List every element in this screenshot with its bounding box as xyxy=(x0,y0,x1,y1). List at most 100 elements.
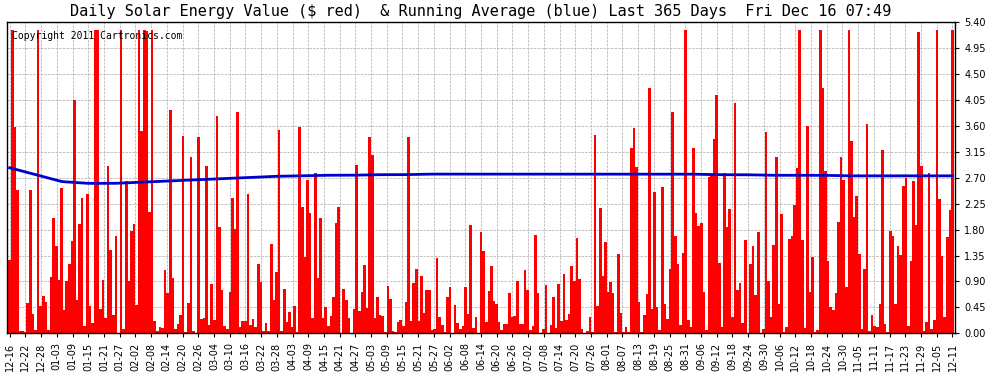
Bar xyxy=(948,210,951,333)
Bar xyxy=(508,293,511,333)
Bar xyxy=(65,280,68,333)
Bar xyxy=(464,287,467,333)
Bar xyxy=(60,188,62,333)
Bar xyxy=(832,310,835,333)
Bar xyxy=(138,30,141,333)
Bar xyxy=(721,327,724,333)
Bar xyxy=(588,317,591,333)
Bar xyxy=(886,332,889,333)
Bar xyxy=(575,238,578,333)
Bar xyxy=(285,322,288,333)
Bar xyxy=(850,141,852,333)
Bar xyxy=(474,317,477,333)
Bar xyxy=(876,327,879,333)
Bar xyxy=(136,305,138,333)
Bar xyxy=(899,255,902,333)
Bar xyxy=(469,225,472,333)
Bar xyxy=(570,266,573,333)
Bar xyxy=(573,281,575,333)
Bar xyxy=(298,128,301,333)
Bar xyxy=(177,324,179,333)
Bar xyxy=(596,306,599,333)
Bar xyxy=(764,132,767,333)
Bar xyxy=(892,236,894,333)
Bar xyxy=(431,330,434,333)
Bar xyxy=(674,236,676,333)
Bar xyxy=(314,173,317,333)
Bar xyxy=(716,95,718,333)
Bar xyxy=(532,326,535,333)
Bar xyxy=(666,319,669,333)
Bar xyxy=(928,173,931,333)
Bar xyxy=(663,304,666,333)
Bar xyxy=(612,292,615,333)
Bar xyxy=(459,329,461,333)
Bar xyxy=(379,315,381,333)
Bar xyxy=(514,316,516,333)
Bar xyxy=(242,321,245,333)
Bar xyxy=(123,329,125,333)
Bar xyxy=(158,327,161,333)
Bar xyxy=(115,236,117,333)
Bar xyxy=(775,157,777,333)
Bar xyxy=(591,332,594,333)
Bar xyxy=(653,192,656,333)
Bar xyxy=(373,318,376,333)
Bar xyxy=(231,198,234,333)
Bar xyxy=(190,157,192,333)
Bar xyxy=(325,307,327,333)
Bar xyxy=(368,137,371,333)
Bar xyxy=(35,330,37,333)
Bar xyxy=(767,281,770,333)
Bar xyxy=(822,88,825,333)
Bar xyxy=(554,328,557,333)
Bar xyxy=(426,290,428,333)
Bar xyxy=(461,326,464,333)
Bar xyxy=(436,258,439,333)
Bar xyxy=(487,291,490,333)
Bar xyxy=(855,196,858,333)
Bar xyxy=(902,186,905,333)
Bar xyxy=(365,308,368,333)
Bar xyxy=(301,207,304,333)
Bar xyxy=(192,331,195,333)
Bar xyxy=(726,227,729,333)
Bar xyxy=(617,254,620,333)
Bar xyxy=(633,128,636,333)
Bar xyxy=(83,326,86,333)
Bar xyxy=(830,307,832,333)
Bar xyxy=(317,278,319,333)
Bar xyxy=(423,314,426,333)
Bar xyxy=(392,331,394,333)
Bar xyxy=(448,287,451,333)
Bar xyxy=(446,297,448,333)
Bar xyxy=(690,327,692,333)
Bar xyxy=(413,283,415,333)
Bar xyxy=(254,327,257,333)
Bar xyxy=(179,315,182,333)
Bar xyxy=(143,30,146,333)
Bar xyxy=(150,30,153,333)
Bar xyxy=(521,324,524,333)
Bar xyxy=(881,150,884,333)
Bar xyxy=(14,127,16,333)
Bar xyxy=(493,302,495,333)
Bar xyxy=(905,178,907,333)
Bar xyxy=(73,100,75,333)
Bar xyxy=(628,332,630,333)
Bar xyxy=(825,171,827,333)
Bar xyxy=(757,232,759,333)
Bar xyxy=(386,286,389,333)
Bar xyxy=(467,314,469,333)
Bar xyxy=(381,316,384,333)
Bar xyxy=(418,321,420,333)
Bar xyxy=(858,254,860,333)
Bar xyxy=(594,135,596,333)
Bar xyxy=(873,326,876,333)
Bar xyxy=(718,263,721,333)
Bar xyxy=(884,324,886,333)
Bar xyxy=(897,246,899,333)
Bar xyxy=(754,296,757,333)
Bar xyxy=(708,177,710,333)
Bar xyxy=(581,329,583,333)
